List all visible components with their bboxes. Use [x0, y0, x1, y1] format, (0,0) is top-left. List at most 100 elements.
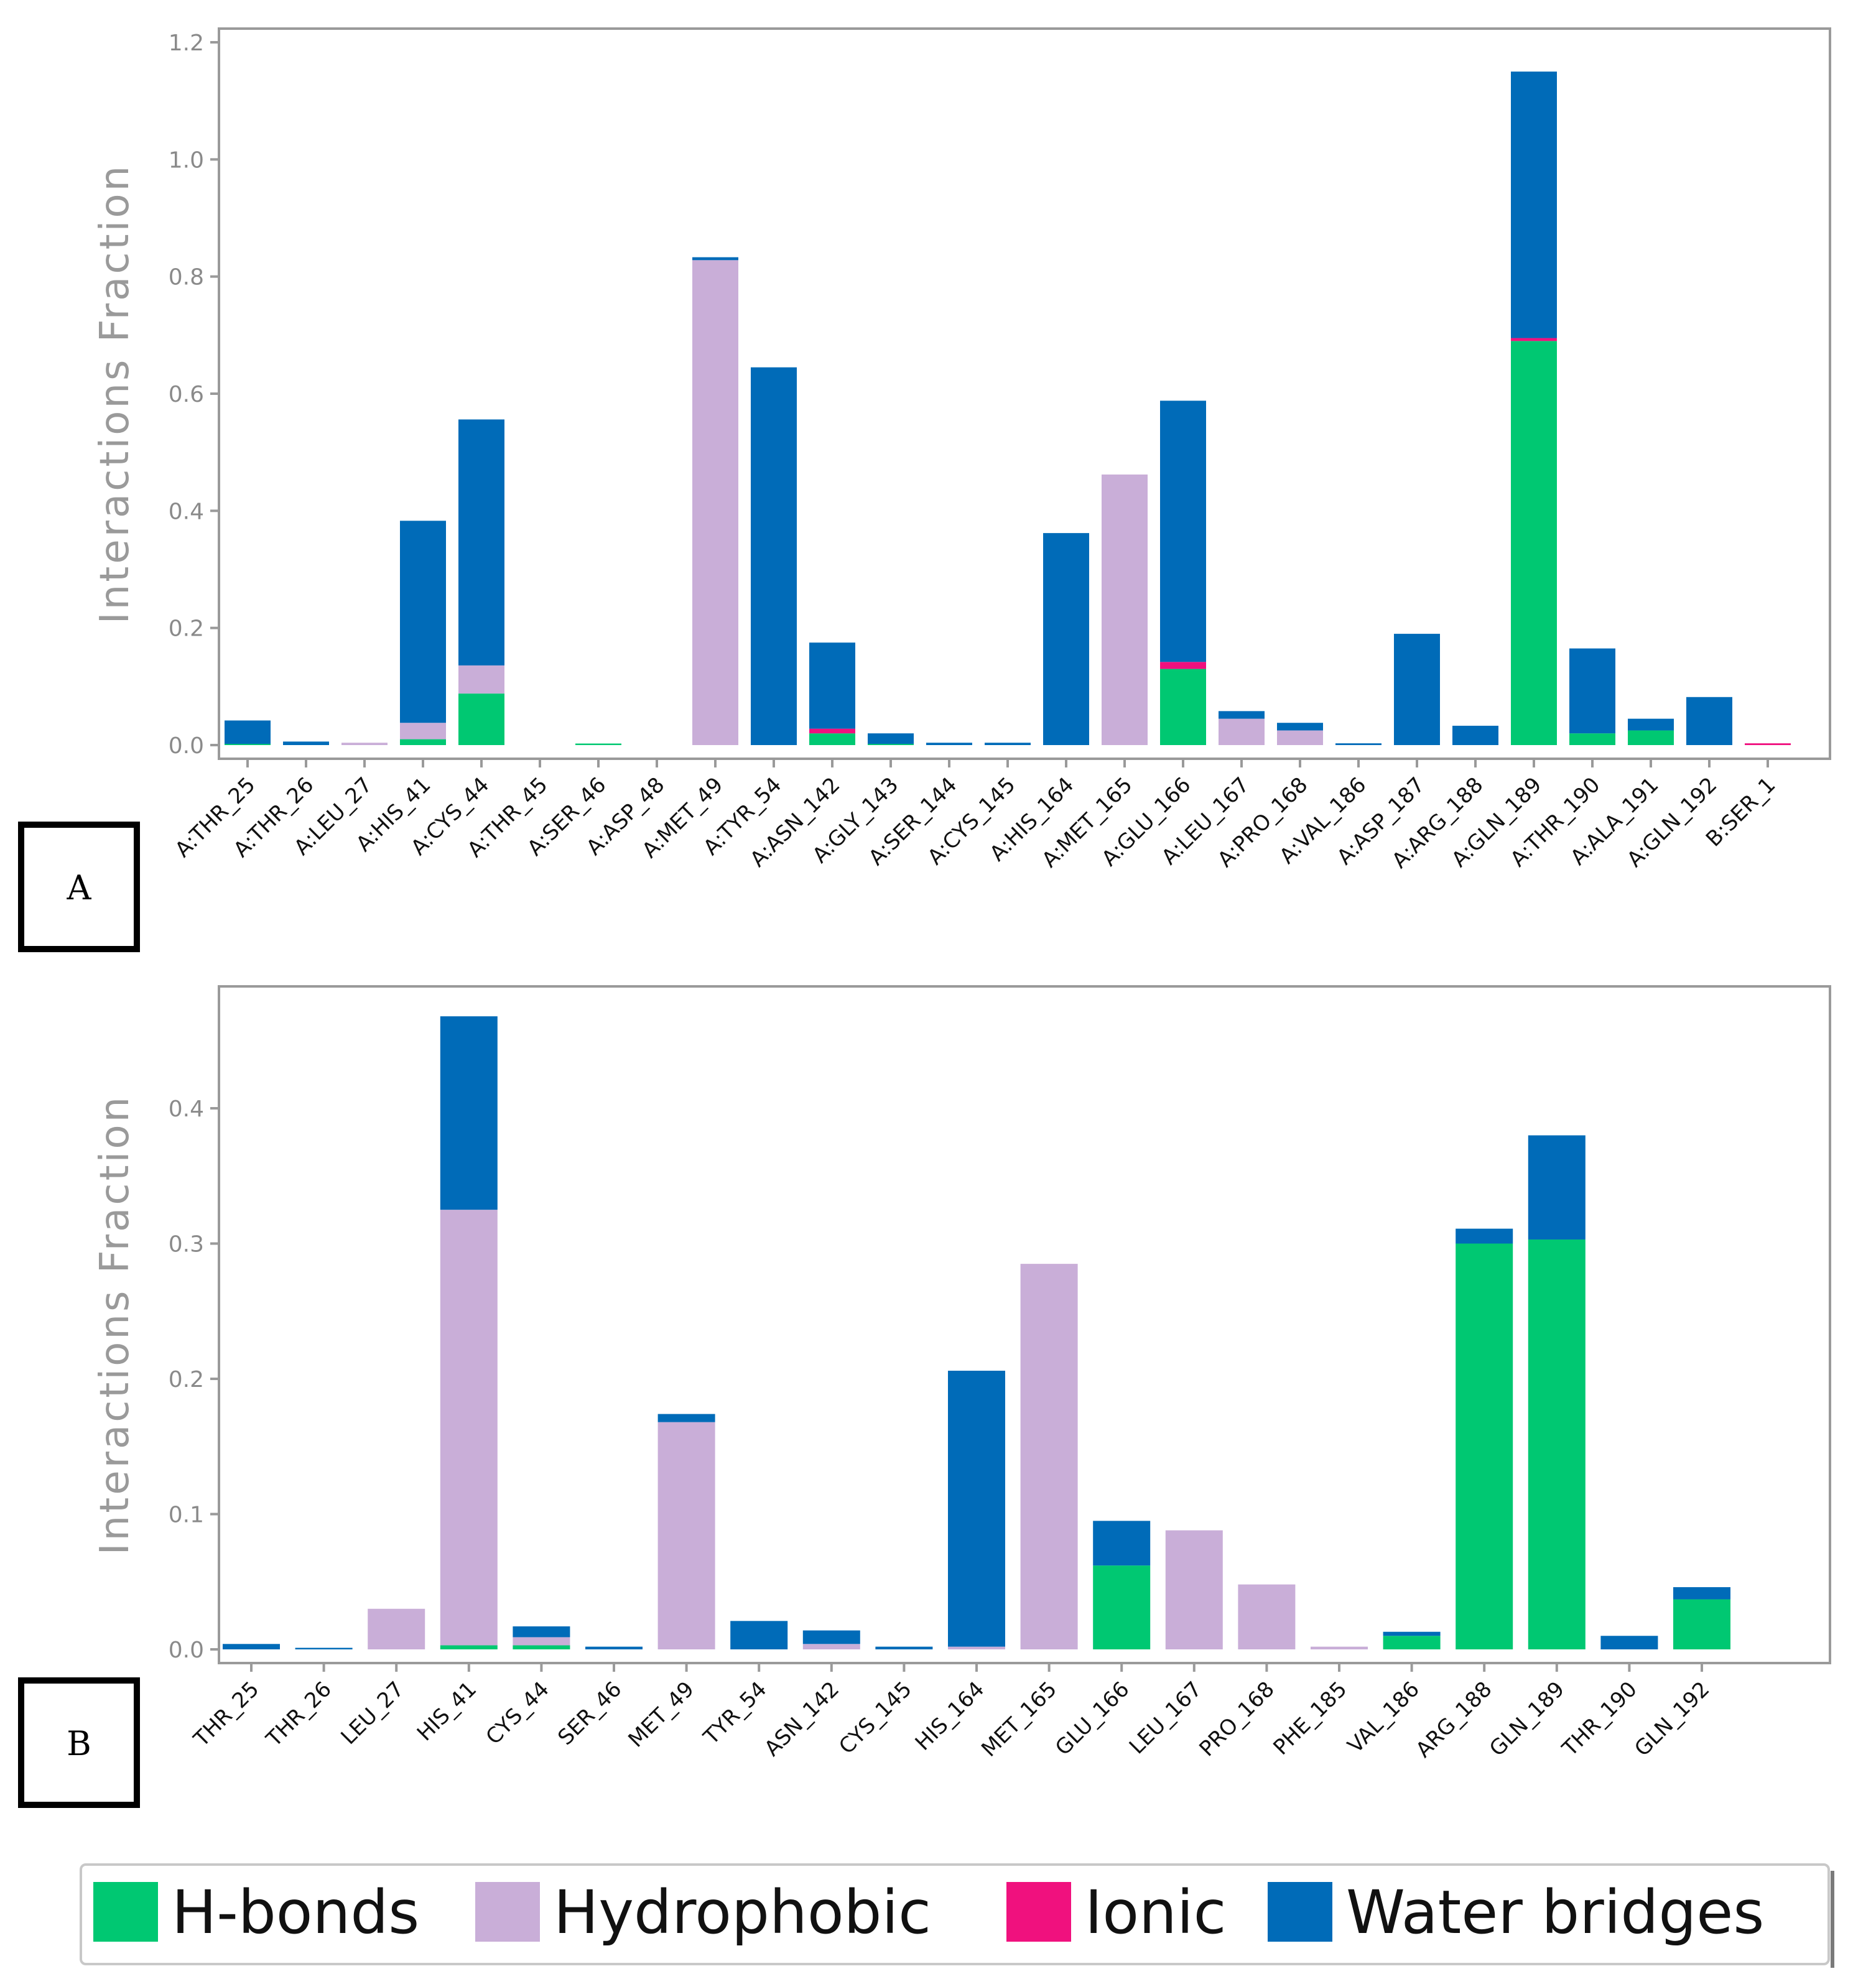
panel-b-y-axis: 0.0 0.1 0.2 0.3 0.4 — [169, 1096, 219, 1663]
bar-water-bridges-a-cys-145 — [985, 743, 1031, 745]
panel-b-label: B — [67, 1724, 91, 1763]
bar-h-bonds-a-thr-190 — [1569, 733, 1615, 745]
bar-water-bridges-a-thr-25 — [225, 720, 271, 744]
bar-water-bridges-a-ser-144 — [926, 743, 972, 745]
panel-b-y-axis-title: Interactions Fraction — [92, 1095, 138, 1555]
bar-water-bridges-a-tyr-54 — [751, 367, 797, 745]
bar-h-bonds-a-cys-44 — [458, 693, 504, 745]
bar-h-bonds-gln-189 — [1528, 1239, 1586, 1649]
bar-water-bridges-cys-44 — [513, 1626, 570, 1638]
bar-water-bridges-glu-166 — [1093, 1521, 1151, 1566]
bar-water-bridges-a-arg-188 — [1452, 725, 1498, 745]
panel-a-y-tick-label: 0.6 — [169, 382, 204, 407]
legend-swatch-water-bridges — [1268, 1882, 1332, 1942]
bar-h-bonds-a-asn-142 — [809, 733, 855, 745]
bar-ionic-a-asn-142 — [809, 728, 855, 734]
bar-water-bridges-a-glu-166 — [1160, 401, 1206, 662]
bar-water-bridges-a-gly-143 — [868, 733, 914, 744]
legend-label-ionic: Ionic — [1085, 1878, 1226, 1947]
bar-h-bonds-a-thr-25 — [225, 743, 271, 745]
bar-water-bridges-thr-25 — [223, 1644, 280, 1649]
panel-a-label-box — [18, 822, 140, 952]
bar-hydrophobic-leu-27 — [368, 1608, 425, 1649]
bar-water-bridges-his-41 — [440, 1016, 498, 1210]
panel-a-y-tick-label: 1.0 — [169, 147, 204, 173]
bar-water-bridges-val-186 — [1383, 1631, 1441, 1636]
panel-b-plot-frame — [218, 985, 1831, 1664]
bar-h-bonds-a-gln-189 — [1511, 341, 1557, 745]
panel-a-y-tick-label: 0.0 — [169, 733, 204, 759]
bar-hydrophobic-a-pro-168 — [1277, 730, 1323, 745]
bar-hydrophobic-a-cys-44 — [458, 665, 504, 694]
bar-water-bridges-arg-188 — [1456, 1228, 1513, 1244]
bar-water-bridges-a-thr-26 — [283, 741, 329, 745]
bar-water-bridges-a-leu-167 — [1219, 711, 1265, 719]
bar-hydrophobic-a-met-49 — [692, 260, 738, 745]
bar-water-bridges-a-asn-142 — [809, 642, 855, 729]
bar-water-bridges-a-asp-187 — [1394, 634, 1440, 745]
bar-water-bridges-a-his-164 — [1043, 533, 1089, 745]
panel-a-y-tick-label: 0.2 — [169, 616, 204, 642]
bar-h-bonds-his-41 — [440, 1645, 498, 1649]
bar-h-bonds-a-his-41 — [400, 739, 446, 745]
legend-swatch-h-bonds — [93, 1882, 158, 1942]
bar-ionic-a-gln-189 — [1511, 338, 1557, 341]
bar-h-bonds-arg-188 — [1456, 1243, 1513, 1649]
panel-a-y-tick-label: 0.4 — [169, 499, 204, 524]
legend-label-h-bonds: H-bonds — [172, 1878, 419, 1947]
panel-b-y-tick-label: 0.3 — [169, 1232, 204, 1258]
bar-water-bridges-his-164 — [948, 1370, 1005, 1647]
panel-a-label: A — [67, 868, 92, 907]
bar-water-bridges-thr-26 — [295, 1648, 353, 1649]
bar-h-bonds-gln-192 — [1673, 1599, 1730, 1649]
bar-water-bridges-gln-192 — [1673, 1587, 1730, 1600]
panel-b-y-tick-label: 0.0 — [169, 1638, 204, 1663]
bar-hydrophobic-leu-167 — [1165, 1530, 1223, 1649]
legend-swatch-ionic — [1006, 1882, 1071, 1942]
bar-hydrophobic-cys-44 — [513, 1637, 570, 1646]
bar-h-bonds-a-ser-46 — [575, 743, 621, 745]
bar-water-bridges-tyr-54 — [730, 1621, 788, 1649]
bar-water-bridges-a-val-186 — [1335, 743, 1381, 745]
bar-water-bridges-a-met-49 — [692, 257, 738, 261]
bar-hydrophobic-pro-168 — [1238, 1584, 1296, 1649]
bar-hydrophobic-met-49 — [657, 1422, 715, 1649]
bar-hydrophobic-met-165 — [1020, 1264, 1078, 1649]
bar-water-bridges-met-49 — [657, 1414, 715, 1422]
legend-label-water-bridges: Water bridges — [1346, 1878, 1764, 1947]
bar-h-bonds-cys-44 — [513, 1645, 570, 1649]
panel-b-y-tick-label: 0.4 — [169, 1096, 204, 1122]
bar-hydrophobic-a-leu-167 — [1219, 718, 1265, 745]
panel-b-bars — [223, 1016, 1730, 1649]
bar-h-bonds-val-186 — [1383, 1636, 1441, 1649]
bar-water-bridges-a-gln-192 — [1686, 697, 1732, 745]
bar-water-bridges-gln-189 — [1528, 1135, 1586, 1240]
bar-water-bridges-cys-145 — [875, 1646, 933, 1649]
bar-hydrophobic-a-leu-27 — [341, 743, 388, 745]
panel-a-y-axis-title: Interactions Fraction — [92, 164, 138, 624]
legend: H-bonds Hydrophobic Ionic Water bridges — [80, 1863, 1834, 1968]
bar-hydrophobic-his-41 — [440, 1210, 498, 1646]
bar-hydrophobic-phe-185 — [1311, 1646, 1368, 1649]
bar-h-bonds-a-gly-143 — [868, 743, 914, 745]
panel-a-y-tick-label: 1.2 — [169, 30, 204, 56]
bar-water-bridges-a-ala-191 — [1628, 718, 1674, 731]
bar-water-bridges-thr-190 — [1600, 1636, 1658, 1649]
panel-a-bars — [225, 72, 1791, 745]
bar-water-bridges-ser-46 — [585, 1646, 643, 1649]
panel-b-y-tick-label: 0.1 — [169, 1503, 204, 1528]
bar-h-bonds-glu-166 — [1093, 1565, 1151, 1649]
bar-water-bridges-a-gln-189 — [1511, 72, 1557, 338]
panel-a-y-axis: 0.0 0.2 0.4 0.6 0.8 1.0 1.2 — [169, 30, 219, 759]
bar-water-bridges-a-cys-44 — [458, 419, 504, 665]
panel-a-y-tick-label: 0.8 — [169, 265, 204, 290]
bar-hydrophobic-a-met-165 — [1102, 474, 1148, 745]
bar-hydrophobic-a-his-41 — [400, 723, 446, 739]
bar-water-bridges-asn-142 — [802, 1630, 860, 1644]
bar-water-bridges-a-his-41 — [400, 521, 446, 723]
bar-hydrophobic-his-164 — [948, 1646, 1005, 1649]
bar-water-bridges-a-pro-168 — [1277, 723, 1323, 731]
bar-h-bonds-a-ala-191 — [1628, 730, 1674, 745]
